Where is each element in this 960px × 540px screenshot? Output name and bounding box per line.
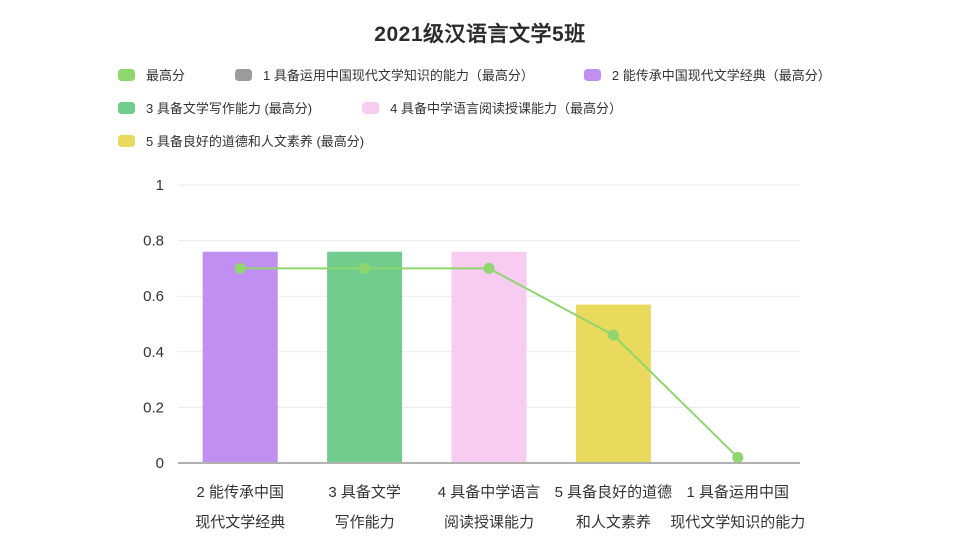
x-axis-label: 写作能力 bbox=[335, 514, 395, 531]
max-score-point-2[interactable] bbox=[359, 262, 371, 274]
legend: 最高分 1 具备运用中国现代文学知识的能力（最高分） 2 能传承中国现代文学经典（最… bbox=[118, 64, 831, 163]
legend-row: 最高分 1 具备运用中国现代文学知识的能力（最高分） 2 能传承中国现代文学经典（最… bbox=[118, 64, 831, 85]
legend-label: 4 具备中学语言阅读授课能力（最高分） bbox=[390, 101, 622, 116]
x-axis-label: 阅读授课能力 bbox=[444, 514, 534, 531]
y-tick-label: 1 bbox=[156, 177, 164, 194]
legend-item-2[interactable]: 2 能传承中国现代文学经典（最高分） bbox=[583, 65, 831, 84]
x-axis-label: 2 能传承中国 bbox=[196, 484, 284, 501]
legend-swatch bbox=[362, 101, 380, 114]
legend-swatch bbox=[118, 101, 135, 114]
bar-3[interactable] bbox=[451, 251, 527, 463]
legend-label: 5 具备良好的道德和人文素养 (最高分) bbox=[146, 134, 365, 149]
x-axis-label: 1 具备运用中国 bbox=[687, 484, 790, 501]
legend-item-0[interactable]: 最高分 bbox=[118, 65, 185, 84]
max-score-point-3[interactable] bbox=[483, 262, 495, 274]
max-score-point-5[interactable] bbox=[732, 451, 744, 463]
x-axis-label: 现代文学经典 bbox=[195, 514, 285, 531]
legend-item-4[interactable]: 4 具备中学语言阅读授课能力（最高分） bbox=[362, 98, 622, 117]
legend-label: 最高分 bbox=[146, 68, 186, 83]
legend-swatch bbox=[118, 134, 135, 147]
y-tick-label: 0.4 bbox=[143, 344, 164, 361]
legend-label: 1 具备运用中国现代文学知识的能力（最高分） bbox=[263, 68, 534, 83]
x-axis-label: 3 具备文学 bbox=[328, 484, 401, 501]
legend-label: 3 具备文学写作能力 (最高分) bbox=[146, 101, 313, 116]
bar-1[interactable] bbox=[202, 251, 278, 463]
legend-swatch bbox=[583, 68, 601, 81]
x-axis-label: 现代文学知识的能力 bbox=[670, 514, 805, 531]
legend-item-3[interactable]: 3 具备文学写作能力 (最高分) bbox=[118, 98, 312, 117]
legend-row: 3 具备文学写作能力 (最高分) 4 具备中学语言阅读授课能力（最高分） bbox=[118, 97, 831, 118]
x-axis-label: 和人文素养 bbox=[576, 514, 651, 531]
legend-item-5[interactable]: 5 具备良好的道德和人文素养 (最高分) bbox=[118, 131, 364, 150]
bar-2[interactable] bbox=[327, 251, 403, 463]
x-axis-label: 5 具备良好的道德 bbox=[555, 483, 673, 501]
x-axis-label: 4 具备中学语言 bbox=[438, 484, 541, 501]
chart-title: 2021级汉语言文学5班 bbox=[374, 23, 586, 46]
legend-row: 5 具备良好的道德和人文素养 (最高分) bbox=[118, 130, 831, 151]
legend-swatch bbox=[235, 68, 253, 81]
y-tick-label: 0.2 bbox=[143, 399, 164, 416]
y-tick-label: 0.6 bbox=[143, 288, 164, 305]
bar-4[interactable] bbox=[575, 304, 651, 463]
max-score-point-1[interactable] bbox=[234, 262, 246, 274]
legend-item-1[interactable]: 1 具备运用中国现代文学知识的能力（最高分） bbox=[235, 65, 534, 84]
legend-label: 2 能传承中国现代文学经典（最高分） bbox=[611, 68, 831, 83]
y-tick-label: 0.8 bbox=[143, 233, 164, 250]
y-tick-label: 0 bbox=[156, 455, 164, 472]
legend-swatch bbox=[118, 68, 135, 81]
max-score-point-4[interactable] bbox=[607, 329, 619, 341]
